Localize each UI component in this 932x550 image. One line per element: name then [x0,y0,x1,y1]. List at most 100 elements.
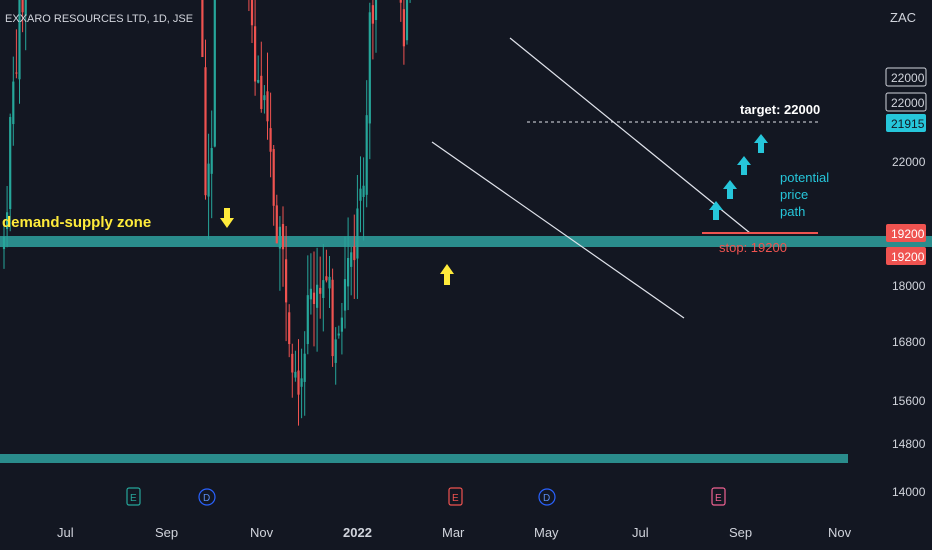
candle-body [269,128,272,152]
candle-body [266,91,269,122]
candle-body [263,95,266,101]
candle-body [306,295,309,345]
candle-body [371,5,374,24]
candle-body [368,12,371,124]
candle-body [250,0,254,26]
svg-text:E: E [130,493,137,504]
candle-body [353,246,356,261]
candle-body [213,0,216,147]
candle-body [285,259,288,303]
x-tick-label: Mar [442,525,465,540]
svg-text:D: D [203,493,210,504]
demand-supply-zone-band [0,236,932,247]
event-marker-earnings[interactable]: E [711,487,726,506]
svg-text:D: D [543,493,550,504]
stop-label: stop: 19200 [719,240,787,255]
candle-body [281,224,285,250]
candle-body [210,148,213,174]
candle-body [257,79,260,83]
x-tick-label: Nov [250,525,274,540]
target-label: target: 22000 [740,102,820,117]
candle-body [362,185,365,197]
currency-label: ZAC [890,10,916,25]
candlestick-series [2,0,411,426]
candle-body [316,284,319,308]
price-badge-label: 22000 [891,96,925,110]
zone-label: demand-supply zone [2,214,151,231]
candle-body [2,236,6,250]
candle-body [21,0,24,13]
candle-body [347,258,350,287]
candle-body [309,288,312,300]
candle-body [300,378,303,387]
candle-body [291,353,294,373]
candle-body [12,81,15,125]
y-tick-label: 14000 [892,485,926,499]
candle-body [312,292,316,305]
candle-body [365,115,368,195]
up-arrow-icon [723,180,737,199]
candle-body [334,339,337,363]
event-marker-earnings[interactable]: E [448,487,463,506]
yellow-up-arrow-icon [440,264,454,285]
x-tick-label: 2022 [343,525,372,540]
x-tick-label: Nov [828,525,852,540]
price-badge-target: 22000 [885,67,927,87]
candle-body [201,0,204,58]
path-label-line-2: price [780,187,808,202]
symbol-title[interactable]: EXXARO RESOURCES LTD, 1D, JSE [5,13,193,25]
up-arrow-icon [737,156,751,175]
x-tick-label: Jul [57,525,74,540]
candle-body [278,226,281,249]
price-badge-stop: 19200 [886,224,926,242]
candle-body [328,276,331,289]
x-tick-label: Sep [729,525,752,540]
price-badge-label: 19200 [891,227,925,241]
price-badge-stop: 19200 [886,247,926,265]
candle-body [207,163,210,197]
candle-body [399,0,402,3]
candle-body [297,370,300,395]
candle-body [275,205,278,244]
candle-body [204,67,207,196]
yellow-down-arrow-icon [220,208,234,228]
candle-body [303,353,306,382]
price-badge-current: 21915 [886,114,926,132]
y-tick-label: 16800 [892,335,926,349]
candle-body [9,117,12,210]
price-badge-label: 19200 [891,250,925,264]
candle-body [359,188,362,201]
support-zone-band [0,454,848,463]
candle-body [288,312,291,345]
x-tick-label: May [534,525,559,540]
channel-upper-line [509,37,751,234]
candle-body [331,279,334,357]
price-badge-target: 22000 [885,92,927,112]
candle-body [402,9,405,47]
event-marker-earnings[interactable]: E [126,487,141,506]
path-label-line-1: potential [780,170,829,185]
candle-body [24,0,27,16]
candle-body [337,333,340,336]
candle-body [272,149,275,206]
up-arrow-icon [709,201,723,220]
candle-body [350,252,353,267]
event-marker-dividend[interactable]: D [538,488,556,506]
candle-body [319,287,322,294]
path-label-line-3: path [780,204,805,219]
candle-body [356,208,359,259]
candle-body [325,276,328,281]
up-arrow-icon [754,134,768,153]
candle-body [405,0,409,41]
x-tick-label: Sep [155,525,178,540]
candle-body [15,72,18,74]
candle-body [340,317,343,332]
y-tick-label: 18000 [892,279,926,293]
potential-path-arrows [709,134,768,220]
candle-body [374,0,378,21]
candle-body [294,371,297,378]
candle-body [322,280,325,298]
event-marker-dividend[interactable]: D [198,488,216,506]
candle-body [18,0,21,80]
